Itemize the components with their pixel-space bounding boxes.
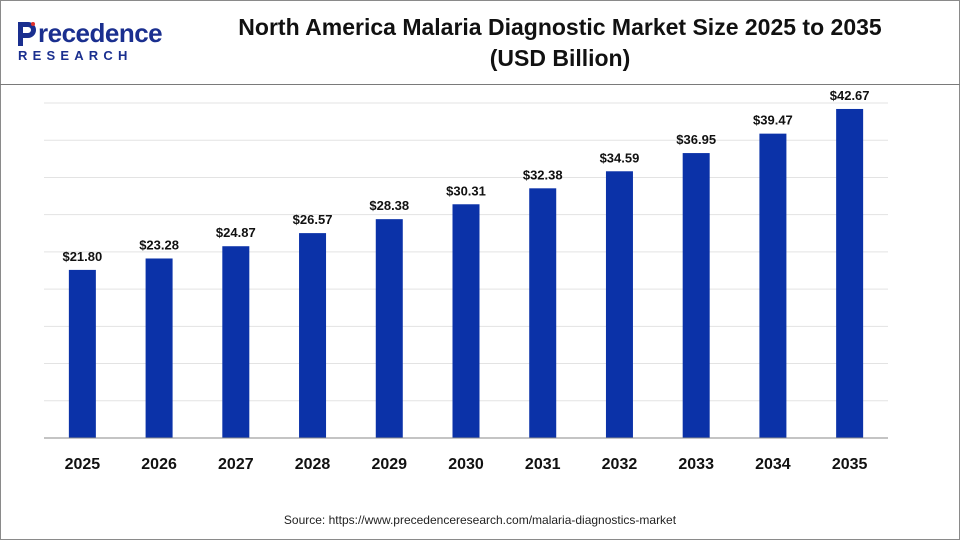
brand-logo: recedence RESEARCH — [16, 16, 166, 66]
data-label-2030: $30.31 — [446, 183, 486, 198]
data-label-2026: $23.28 — [139, 237, 179, 252]
bar-chart: $21.80 $23.28 $24.87 $26.57 $28.38 $30.31 $32.… — [44, 88, 888, 473]
x-tick-label-2032: 2032 — [602, 456, 638, 473]
bar-2034 — [759, 133, 787, 438]
bar-2031 — [529, 188, 557, 438]
x-tick-labels: 2025 2026 2027 2028 2029 2030 2031 2032 2033 2034… — [65, 456, 868, 473]
x-tick-label-2033: 2033 — [678, 456, 714, 473]
data-label-2035: $42.67 — [830, 88, 870, 103]
data-label-2029: $28.38 — [369, 198, 409, 213]
bar-2025 — [68, 269, 96, 438]
data-label-2028: $26.57 — [293, 212, 333, 227]
x-tick-label-2026: 2026 — [141, 456, 177, 473]
data-label-2033: $36.95 — [676, 132, 716, 147]
data-label-2027: $24.87 — [216, 225, 256, 240]
bar-2033 — [682, 153, 710, 438]
x-tick-label-2030: 2030 — [448, 456, 484, 473]
logo-main-text: recedence — [38, 18, 163, 48]
data-label-2025: $21.80 — [62, 249, 102, 264]
data-label-2032: $34.59 — [600, 150, 640, 165]
bar-2032 — [605, 171, 633, 438]
data-label-2034: $39.47 — [753, 113, 793, 128]
logo-p-icon — [18, 22, 36, 46]
bar-2028 — [299, 233, 327, 438]
header: recedence RESEARCH North America Malaria… — [0, 0, 960, 85]
chart-title-line2: (USD Billion) — [489, 45, 631, 71]
logo-subtext: RESEARCH — [18, 48, 133, 63]
x-tick-label-2034: 2034 — [755, 456, 791, 473]
bar-2026 — [145, 258, 173, 438]
data-label-2031: $32.38 — [523, 167, 563, 182]
bar-2027 — [222, 246, 250, 438]
chart-title-line1: North America Malaria Diagnostic Market … — [238, 14, 882, 40]
x-tick-label-2025: 2025 — [65, 456, 101, 473]
bar-2035 — [836, 108, 864, 438]
logo-wordmark: recedence — [16, 18, 163, 49]
bar-2029 — [375, 219, 403, 438]
chart-title: North America Malaria Diagnostic Market … — [190, 12, 930, 74]
x-tick-label-2031: 2031 — [525, 456, 561, 473]
grid-lines — [44, 102, 888, 402]
x-tick-label-2029: 2029 — [371, 456, 407, 473]
bars — [68, 108, 864, 438]
source-note: Source: https://www.precedenceresearch.c… — [283, 513, 677, 527]
x-tick-label-2028: 2028 — [295, 456, 331, 473]
x-tick-label-2027: 2027 — [218, 456, 254, 473]
data-labels: $21.80 $23.28 $24.87 $26.57 $28.38 $30.31 $32.… — [62, 88, 869, 264]
x-tick-label-2035: 2035 — [832, 456, 868, 473]
bar-2030 — [452, 204, 480, 438]
